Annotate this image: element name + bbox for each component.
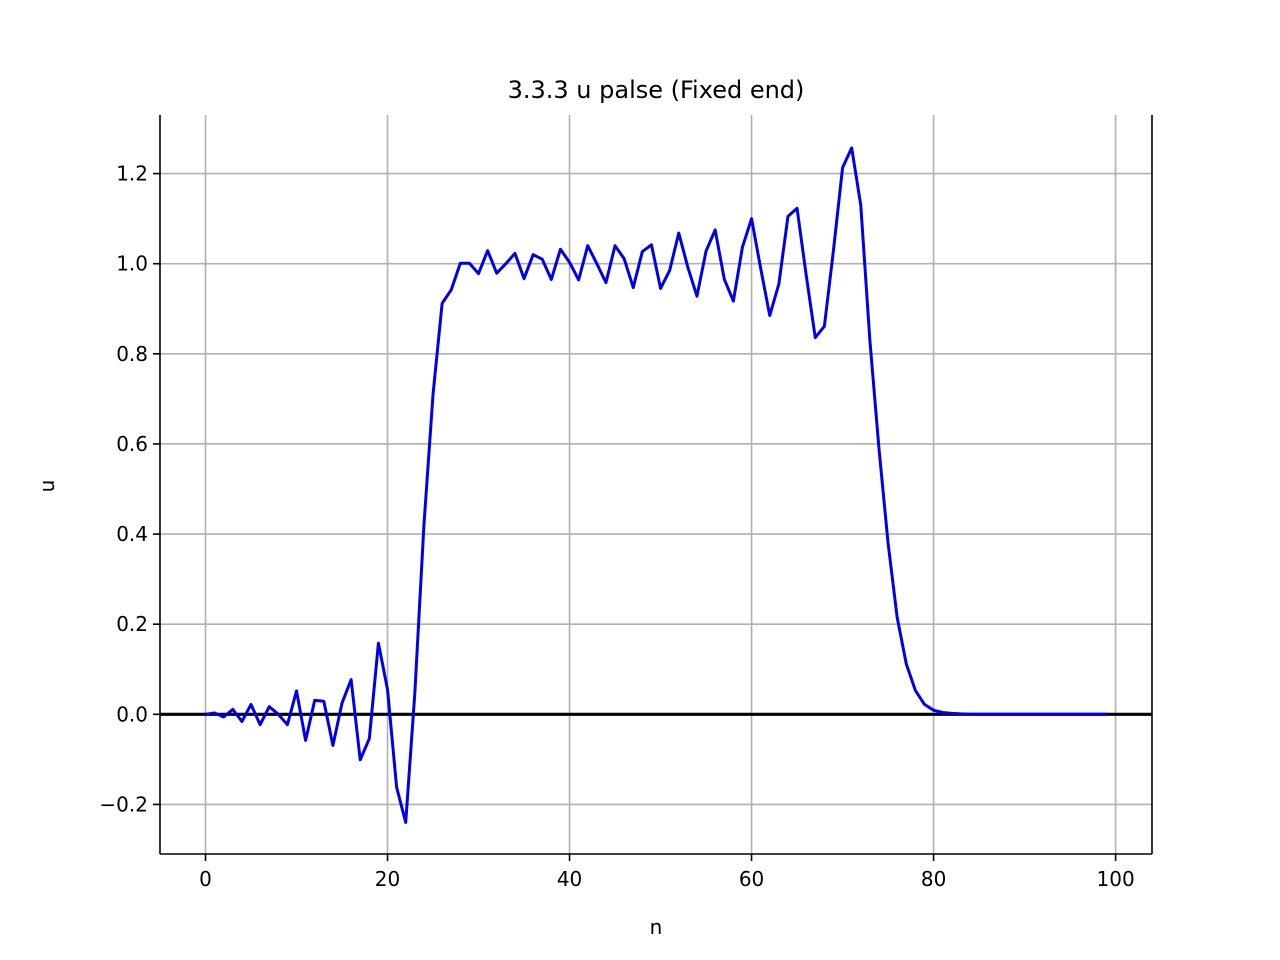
x-axis-label: n bbox=[650, 915, 663, 939]
axes-frame bbox=[159, 115, 1153, 855]
series-layer bbox=[205, 146, 1107, 824]
x-tick-label: 60 bbox=[739, 867, 764, 891]
y-tick-label: 0.2 bbox=[116, 612, 148, 636]
y-tick-label: 0.8 bbox=[116, 342, 148, 366]
y-tick-label: 0.6 bbox=[116, 432, 148, 456]
y-axis-label: u bbox=[35, 480, 59, 493]
grid bbox=[160, 115, 1152, 854]
x-tick-label: 100 bbox=[1097, 867, 1135, 891]
y-axis-ticks: −0.2 0.0 0.2 0.4 0.6 0.8 1.0 1.2 bbox=[99, 162, 160, 816]
x-tick-label: 80 bbox=[921, 867, 946, 891]
x-tick-label: 20 bbox=[375, 867, 400, 891]
y-tick-label: 1.2 bbox=[116, 162, 148, 186]
chart-title: 3.3.3 u palse (Fixed end) bbox=[508, 76, 805, 104]
y-tick-label: 0.0 bbox=[116, 702, 148, 726]
y-tick-label: 1.0 bbox=[116, 252, 148, 276]
x-tick-label: 40 bbox=[557, 867, 582, 891]
y-tick-label: −0.2 bbox=[99, 792, 148, 816]
y-tick-label: 0.4 bbox=[116, 522, 148, 546]
x-tick-label: 0 bbox=[199, 867, 212, 891]
x-axis-ticks: 0 20 40 60 80 100 bbox=[199, 854, 1135, 891]
series-line bbox=[205, 146, 1107, 824]
